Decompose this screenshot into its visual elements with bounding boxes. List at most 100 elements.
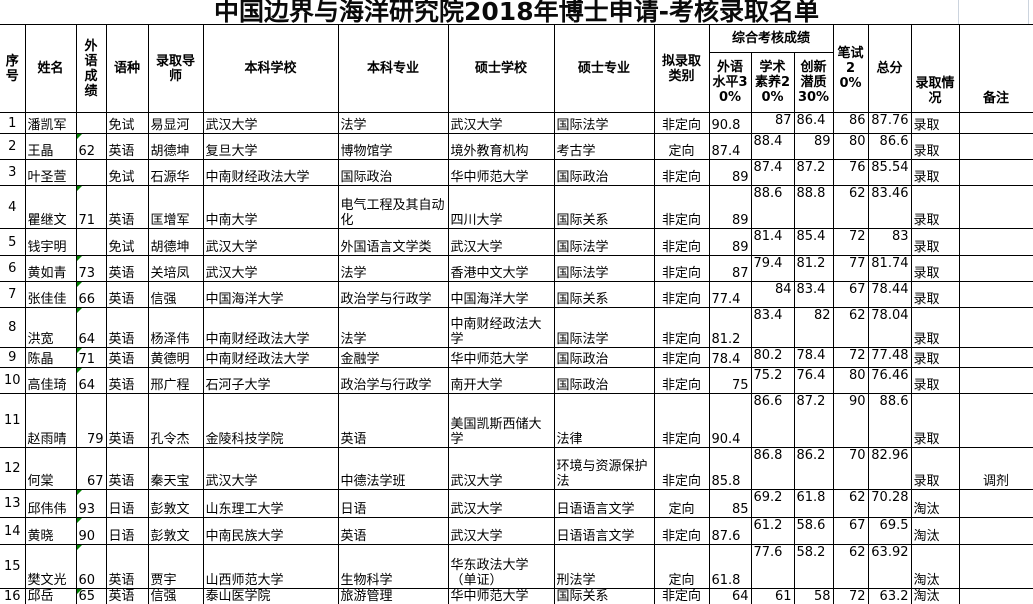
- cell-remark[interactable]: [958, 517, 1033, 545]
- cell-remark[interactable]: [958, 255, 1033, 282]
- cell-supervisor[interactable]: 匡增军: [147, 185, 204, 229]
- cell-undergrad-major[interactable]: 旅游管理: [337, 588, 449, 604]
- cell-remark[interactable]: [958, 367, 1033, 394]
- cell-category[interactable]: 非定向: [653, 255, 710, 282]
- cell-score-foreign[interactable]: 87.6: [708, 517, 752, 545]
- col-header-masters-school[interactable]: 硕士学校: [447, 24, 555, 113]
- cell-total-score[interactable]: 70.28: [867, 489, 912, 518]
- cell-masters-major[interactable]: 国际政治: [553, 367, 655, 394]
- cell-masters-school[interactable]: 华中师范大学: [447, 347, 555, 368]
- cell-masters-school[interactable]: 香港中文大学: [447, 255, 555, 282]
- cell-supervisor[interactable]: 邢广程: [147, 367, 204, 394]
- cell-masters-school[interactable]: 武汉大学: [447, 517, 555, 545]
- cell-score-academic[interactable]: 87.4: [750, 159, 795, 186]
- cell-total-score[interactable]: 82.96: [867, 447, 912, 490]
- cell-foreign-score[interactable]: [75, 228, 107, 256]
- cell-foreign-score[interactable]: 73: [75, 255, 107, 282]
- cell-category[interactable]: 非定向: [653, 159, 710, 186]
- cell-masters-school[interactable]: 中国海洋大学: [447, 281, 555, 308]
- cell-remark[interactable]: [958, 588, 1033, 604]
- cell-foreign-score[interactable]: 64: [75, 367, 107, 394]
- col-header-total[interactable]: 总分: [867, 24, 912, 113]
- cell-total-score[interactable]: 83: [867, 228, 912, 256]
- cell-supervisor[interactable]: 胡德坤: [147, 228, 204, 256]
- cell-supervisor[interactable]: 信强: [147, 588, 204, 604]
- cell-category[interactable]: 非定向: [653, 185, 710, 229]
- cell-score-innovation[interactable]: 89: [793, 133, 834, 160]
- cell-total-score[interactable]: 63.92: [867, 544, 912, 589]
- cell-masters-school[interactable]: 武汉大学: [447, 228, 555, 256]
- cell-name[interactable]: 黄晓: [24, 517, 77, 545]
- cell-undergrad-school[interactable]: 武汉大学: [202, 255, 339, 282]
- cell-remark[interactable]: [958, 393, 1033, 448]
- cell-language[interactable]: 英语: [105, 367, 149, 394]
- cell-undergrad-school[interactable]: 山东理工大学: [202, 489, 339, 518]
- cell-language[interactable]: 日语: [105, 517, 149, 545]
- cell-score-innovation[interactable]: 78.4: [793, 347, 834, 368]
- cell-masters-major[interactable]: 国际关系: [553, 281, 655, 308]
- cell-remark[interactable]: [958, 159, 1033, 186]
- cell-undergrad-school[interactable]: 中南财经政法大学: [202, 159, 339, 186]
- cell-no[interactable]: 8: [0, 307, 26, 348]
- cell-category[interactable]: 非定向: [653, 347, 710, 368]
- cell-score-foreign[interactable]: 89: [708, 185, 752, 229]
- cell-name[interactable]: 陈晶: [24, 347, 77, 368]
- cell-total-score[interactable]: 77.48: [867, 347, 912, 368]
- cell-undergrad-major[interactable]: 英语: [337, 393, 449, 448]
- cell-category[interactable]: 非定向: [653, 228, 710, 256]
- cell-remark[interactable]: [958, 489, 1033, 518]
- cell-remark[interactable]: [958, 347, 1033, 368]
- cell-masters-school[interactable]: 华中师范大学: [447, 159, 555, 186]
- cell-masters-school[interactable]: 四川大学: [447, 185, 555, 229]
- col-header-masters-major[interactable]: 硕士专业: [553, 24, 655, 113]
- cell-undergrad-major[interactable]: 法学: [337, 255, 449, 282]
- cell-undergrad-school[interactable]: 武汉大学: [202, 447, 339, 490]
- col-header-remark[interactable]: 备注: [958, 24, 1033, 113]
- cell-category[interactable]: 非定向: [653, 367, 710, 394]
- cell-category[interactable]: 非定向: [653, 393, 710, 448]
- cell-score-innovation[interactable]: 81.2: [793, 255, 834, 282]
- cell-undergrad-major[interactable]: 国际政治: [337, 159, 449, 186]
- col-header-no[interactable]: 序号: [0, 24, 26, 113]
- cell-name[interactable]: 潘凯军: [24, 112, 77, 134]
- cell-language[interactable]: 英语: [105, 185, 149, 229]
- cell-name[interactable]: 洪宽: [24, 307, 77, 348]
- cell-remark[interactable]: 调剂: [958, 447, 1033, 490]
- cell-admission-status[interactable]: 录取: [910, 112, 960, 134]
- col-header-score-academic[interactable]: 学术素养20%: [750, 52, 795, 113]
- cell-score-innovation[interactable]: 87.2: [793, 393, 834, 448]
- cell-masters-major[interactable]: 日语语言文学: [553, 489, 655, 518]
- cell-score-academic[interactable]: 86.8: [750, 447, 795, 490]
- cell-category[interactable]: 定向: [653, 489, 710, 518]
- cell-score-academic[interactable]: 88.4: [750, 133, 795, 160]
- cell-remark[interactable]: [958, 544, 1033, 589]
- cell-masters-school[interactable]: 中南财经政法大学: [447, 307, 555, 348]
- cell-remark[interactable]: [958, 307, 1033, 348]
- cell-category[interactable]: 非定向: [653, 588, 710, 604]
- cell-admission-status[interactable]: 录取: [910, 281, 960, 308]
- cell-foreign-score[interactable]: 79: [75, 393, 107, 448]
- cell-language[interactable]: 英语: [105, 447, 149, 490]
- cell-admission-status[interactable]: 录取: [910, 393, 960, 448]
- cell-score-foreign[interactable]: 78.4: [708, 347, 752, 368]
- cell-foreign-score[interactable]: 71: [75, 347, 107, 368]
- cell-language[interactable]: 免试: [105, 159, 149, 186]
- cell-undergrad-major[interactable]: 外国语言文学类: [337, 228, 449, 256]
- cell-score-foreign[interactable]: 85: [708, 489, 752, 518]
- cell-written-score[interactable]: 67: [832, 281, 869, 308]
- cell-total-score[interactable]: 86.6: [867, 133, 912, 160]
- cell-written-score[interactable]: 70: [832, 447, 869, 490]
- col-header-foreign-score[interactable]: 外语成绩: [75, 24, 107, 113]
- cell-score-foreign[interactable]: 77.4: [708, 281, 752, 308]
- cell-language[interactable]: 英语: [105, 281, 149, 308]
- cell-undergrad-major[interactable]: 政治学与行政学: [337, 367, 449, 394]
- cell-score-innovation[interactable]: 58.6: [793, 517, 834, 545]
- cell-remark[interactable]: [958, 281, 1033, 308]
- cell-no[interactable]: 13: [0, 489, 26, 518]
- cell-supervisor[interactable]: 黄德明: [147, 347, 204, 368]
- cell-masters-major[interactable]: 考古学: [553, 133, 655, 160]
- cell-written-score[interactable]: 62: [832, 489, 869, 518]
- cell-total-score[interactable]: 85.54: [867, 159, 912, 186]
- cell-written-score[interactable]: 77: [832, 255, 869, 282]
- cell-supervisor[interactable]: 易显河: [147, 112, 204, 134]
